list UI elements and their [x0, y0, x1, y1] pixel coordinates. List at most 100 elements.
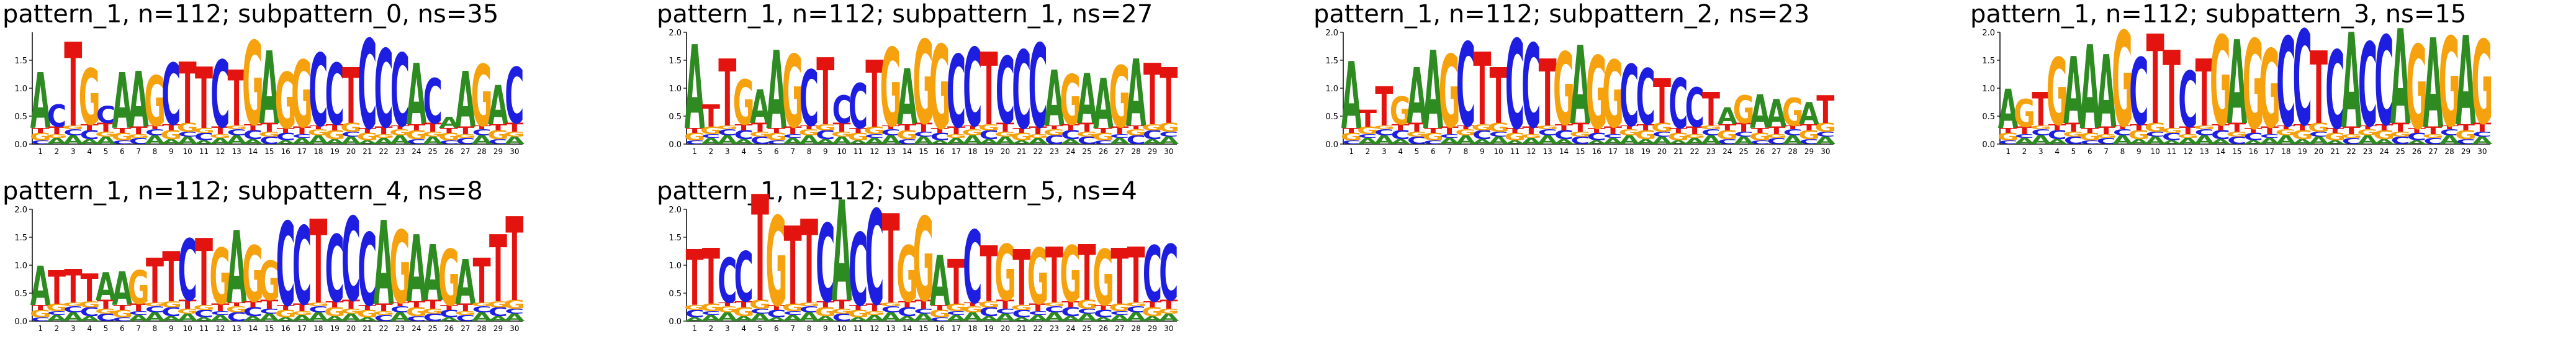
logo-letter-minor: G	[405, 305, 427, 319]
logo-letter-minor: G	[798, 128, 820, 138]
logo-letter-minor: A	[701, 314, 722, 324]
logo-letter-minor: T	[865, 302, 883, 314]
logo-letter: G	[733, 68, 755, 138]
x-tick-label: 18	[968, 324, 977, 333]
logo-letter: C	[47, 98, 66, 134]
logo-letter-minor: T	[130, 125, 148, 137]
logo-letter-minor: A	[145, 133, 166, 147]
logo-letter-minor: G	[258, 130, 280, 138]
logo-letter-minor: G	[160, 300, 182, 310]
logo-letter-minor: G	[438, 131, 460, 143]
logo-letter-minor: A	[47, 137, 68, 147]
logo-letter-minor: A	[864, 137, 885, 147]
logo-letter-minor: G	[814, 123, 836, 133]
x-tick-label: 20	[346, 324, 356, 333]
logo-letter-minor: G	[1651, 120, 1673, 135]
x-tick-label: 27	[461, 147, 470, 156]
logo-letter-minor: C	[930, 131, 950, 143]
logo-letter: T	[800, 196, 818, 330]
logo-letter-minor: C	[390, 305, 410, 315]
y-tick-label: 0.5	[1325, 112, 1338, 122]
logo-letter: A	[227, 210, 247, 326]
logo-letter-minor: C	[1999, 140, 2018, 145]
logo-letter: G	[1027, 232, 1049, 322]
logo-letter-minor: G	[30, 308, 52, 320]
logo-letter-minor: C	[1472, 128, 1492, 142]
logo-letter-minor: G	[716, 305, 738, 315]
logo-letter-minor: G	[2194, 125, 2215, 130]
logo-letter-minor: T	[800, 125, 818, 130]
logo-letter-minor: C	[161, 305, 181, 319]
logo-letter-minor: A	[2374, 138, 2394, 146]
logo-letter-minor: G	[1076, 130, 1098, 138]
logo-letter-minor: G	[1488, 120, 1510, 135]
logo-letter-minor: T	[2065, 120, 2083, 135]
logo-letter-minor: A	[1587, 140, 1607, 145]
logo-letter-minor: T	[1143, 300, 1162, 310]
logo-letter-minor: T	[277, 127, 295, 135]
logo-letter-minor: C	[1603, 134, 1623, 139]
logo-letter-minor: A	[243, 138, 263, 146]
logo-letter-minor: T	[440, 304, 458, 312]
logo-letter: T	[1045, 231, 1063, 320]
x-tick-label: 1	[2006, 147, 2011, 156]
logo-letter-minor: T	[2408, 127, 2426, 135]
x-tick-label: 28	[1132, 147, 1141, 156]
logo-letter-minor: C	[914, 130, 933, 138]
logo-letter-minor: T	[81, 123, 99, 133]
logo-letter-minor: T	[1408, 120, 1426, 135]
logo-letter-minor: A	[1142, 138, 1163, 146]
logo-letter-minor: C	[734, 128, 754, 142]
logo-letter-minor: C	[1538, 128, 1557, 138]
logo-letter-minor: C	[2472, 130, 2492, 138]
logo-letter-minor: A	[2325, 140, 2345, 145]
x-tick-label: 20	[346, 147, 356, 156]
x-tick-label: 26	[1099, 147, 1108, 156]
logo-plot: 0.00.51.01.51 2 3 4 5 6 7 8 9 10 11 12 13 14 15 16 17 18 1…	[14, 15, 525, 157]
logo-letter-minor: C	[1783, 128, 1803, 138]
logo-letter-minor: G	[1504, 131, 1526, 143]
logo-letter-minor: G	[2128, 128, 2150, 142]
logo-letter: G	[994, 229, 1016, 318]
logo-letter: T	[2032, 84, 2050, 137]
logo-letter: T	[865, 42, 883, 149]
logo-letter-minor: T	[931, 127, 949, 135]
logo-letter: A	[112, 263, 132, 317]
logo-letter: C	[963, 210, 982, 326]
logo-letter-minor: G	[1125, 302, 1147, 307]
logo-letter-minor: A	[2210, 138, 2231, 146]
x-tick-label: 30	[510, 324, 519, 333]
logo-letter-minor: C	[259, 135, 279, 147]
logo-letter-minor: T	[898, 123, 917, 133]
logo-letter-minor: A	[2047, 138, 2068, 146]
logo-letter-minor: G	[30, 131, 52, 143]
logo-letter-minor: C	[194, 131, 214, 143]
logo-letter-minor: C	[1767, 137, 1786, 147]
logo-letter-minor: T	[1029, 302, 1047, 314]
x-tick-label: 22	[1034, 324, 1043, 333]
logo-letter-minor: C	[439, 140, 459, 145]
logo-letter-minor: C	[783, 134, 803, 139]
x-tick-label: 12	[215, 324, 225, 333]
logo-letter-minor: G	[961, 305, 983, 315]
logo-letter-minor: A	[701, 137, 722, 147]
logo-letter-minor: T	[963, 125, 981, 130]
logo-letter-minor: G	[1997, 131, 2019, 143]
logo-letter-minor: A	[308, 133, 329, 147]
logo-letter-minor: G	[340, 120, 362, 135]
logo-letter-minor: C	[489, 305, 508, 319]
logo-letter-minor: A	[390, 133, 411, 147]
logo-letter-minor: G	[1357, 125, 1379, 137]
logo-letter: A	[2341, 6, 2362, 158]
logo-letter-minor: G	[1537, 125, 1559, 130]
x-tick-label: 16	[935, 147, 945, 156]
x-tick-label: 25	[1083, 147, 1092, 156]
x-tick-label: 28	[477, 147, 487, 156]
logo-letter-minor: G	[2145, 120, 2166, 135]
logo-letter: T	[784, 204, 802, 329]
x-tick-label: 12	[1526, 147, 1536, 156]
logo-letter: G	[144, 61, 166, 142]
x-tick-label: 1	[692, 324, 697, 333]
logo-letter-minor: T	[97, 120, 115, 135]
x-tick-label: 15	[264, 147, 274, 156]
